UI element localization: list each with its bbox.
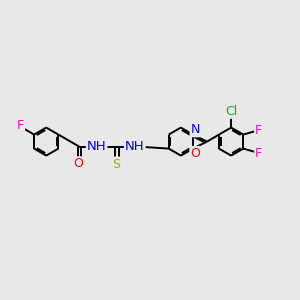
Text: F: F	[255, 147, 262, 160]
Text: S: S	[112, 158, 120, 170]
Text: O: O	[190, 147, 200, 160]
Text: F: F	[255, 124, 262, 136]
Text: NH: NH	[125, 140, 145, 153]
Text: Cl: Cl	[225, 105, 237, 118]
Text: N: N	[190, 123, 200, 136]
Text: NH: NH	[87, 140, 106, 153]
Text: O: O	[73, 157, 83, 170]
Text: F: F	[17, 119, 24, 132]
